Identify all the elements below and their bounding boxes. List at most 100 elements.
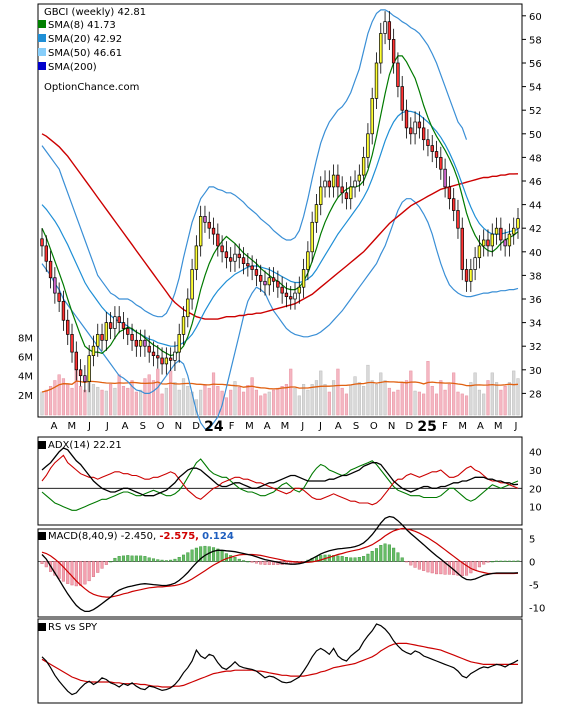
candle-body (361, 157, 366, 176)
volume-bar (452, 372, 456, 416)
macd-histogram-bar (79, 561, 83, 586)
candle-body (108, 322, 113, 329)
macd-histogram-bar (74, 561, 78, 587)
macd-histogram-bar (404, 561, 409, 563)
macd-histogram-bar (237, 558, 241, 562)
adx-line (41, 447, 519, 497)
volume-bar (199, 389, 203, 416)
macd-title: MACD(8,40,9) -2.450, -2.575, 0.124 (48, 531, 234, 542)
volume-bar (456, 391, 460, 416)
candle-body (276, 280, 280, 288)
candle-body (181, 316, 186, 335)
candle-body (66, 319, 70, 335)
macd-histogram-bar (443, 561, 447, 575)
macd-histogram-bar (173, 558, 177, 562)
candle-body (417, 121, 422, 129)
volume-bar (409, 370, 413, 416)
volume-bar (413, 390, 417, 416)
x-tick-label: S (353, 421, 359, 432)
volume-bars (40, 355, 520, 416)
x-tick-label: A (51, 421, 58, 432)
x-tick-label: J (105, 421, 109, 432)
volume-bar (302, 384, 306, 416)
candle-body (57, 292, 61, 302)
watermark: OptionChance.com (44, 82, 139, 93)
candle-body (443, 168, 447, 188)
candle-body (404, 109, 409, 129)
candle-body (173, 351, 177, 361)
macd-histogram-bar (216, 548, 220, 562)
candle-body (78, 369, 83, 377)
volume-bar (353, 376, 357, 416)
x-tick-label: D (192, 421, 200, 432)
candle-body (143, 339, 147, 347)
price-tick-label: 34 (529, 319, 542, 330)
macd-histogram-bar (383, 543, 387, 562)
price-tick-label: 38 (529, 271, 542, 282)
legend-label: SMA(200) (48, 62, 97, 73)
candle-body (216, 233, 220, 247)
volume-bar (482, 393, 486, 416)
x-tick-label: M (281, 421, 290, 432)
candle-body (421, 127, 426, 141)
volume-bar (66, 384, 70, 416)
macd-histogram-bar (263, 561, 267, 565)
x-tick-label: 24 (204, 419, 224, 435)
volume-bar (494, 382, 499, 416)
volume-bar (259, 395, 263, 416)
candle-body (464, 269, 469, 282)
candle-body (469, 269, 473, 282)
volume-bar (366, 364, 370, 416)
candle-body (460, 227, 464, 270)
candle-body (409, 127, 413, 135)
candle-body (344, 192, 349, 200)
volume-bar (323, 384, 327, 416)
price-tick-label: 52 (529, 106, 542, 117)
candle-body (327, 180, 331, 188)
macd-histogram-bar (499, 560, 503, 562)
price-tick-label: 28 (529, 389, 542, 400)
macd-histogram-bar (460, 561, 464, 576)
candle-body (490, 233, 494, 247)
candle-body (48, 260, 53, 279)
macd-histogram-bar (495, 560, 499, 562)
volume-bar (464, 395, 469, 416)
volume-bar (374, 384, 379, 416)
candle-body (370, 98, 374, 135)
x-tick-label: O (157, 421, 165, 432)
candle-body (259, 275, 263, 282)
volume-bar (91, 384, 96, 416)
candle-body (439, 157, 443, 170)
candle-body (297, 286, 301, 294)
macd-histogram-bar (456, 561, 460, 576)
adx-tick-label: 10 (529, 503, 542, 514)
macd-histogram-bar (212, 547, 216, 562)
candle-body (310, 221, 314, 253)
volume-bar (96, 386, 100, 416)
macd-histogram-bar (181, 554, 186, 562)
macd-histogram-bar (353, 557, 357, 562)
volume-bar (477, 389, 481, 416)
sma8-line (41, 55, 519, 357)
macd-histogram-bar (477, 561, 481, 568)
x-tick-label: M (245, 421, 254, 432)
x-tick-label: N (388, 421, 395, 432)
volume-bar (70, 387, 74, 416)
candle-body (117, 316, 121, 323)
volume-bar (426, 361, 430, 416)
candle-body (229, 257, 233, 262)
macd-histogram-bar (160, 559, 164, 562)
macd-histogram-bar (96, 561, 100, 573)
candlesticks (40, 11, 520, 393)
macd-histogram-bar (164, 560, 168, 562)
volume-bar (490, 372, 494, 416)
candle-body (413, 121, 417, 135)
volume-bar (439, 380, 443, 416)
price-tick-label: 56 (529, 59, 542, 70)
candle-body (477, 245, 482, 259)
volume-bar (83, 389, 87, 416)
x-tick-label: N (175, 421, 182, 432)
rs-panel: RS vs SPY (37, 618, 523, 704)
volume-tick-label: 4M (18, 372, 33, 383)
adx-panel-frame (37, 436, 523, 526)
